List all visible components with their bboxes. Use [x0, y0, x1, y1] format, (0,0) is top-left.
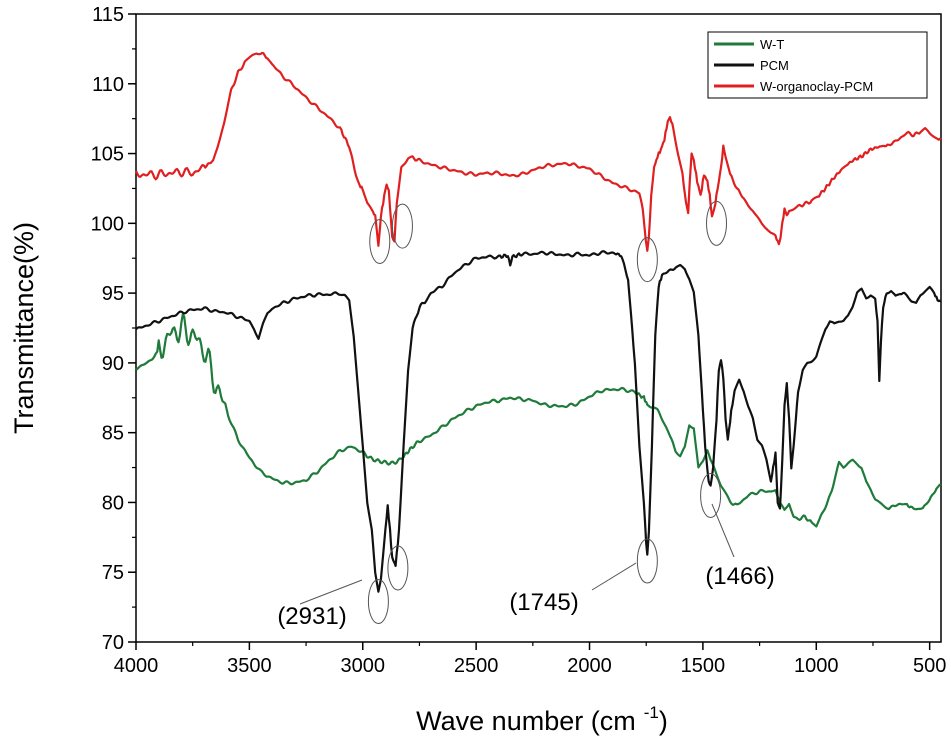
- x-axis: 4000 3500 3000 2500 2000 1500 1000 500: [114, 642, 946, 677]
- annotation-leader: [711, 503, 735, 558]
- series-layer: [135, 51, 942, 593]
- peak-circle: [391, 203, 413, 249]
- y-tick-label-75: 75: [102, 562, 124, 584]
- series-line-w-organoclay-pcm: [135, 51, 942, 252]
- peak-circle: [636, 237, 658, 283]
- annotation-leader: [591, 562, 637, 591]
- y-tick-label-70: 70: [102, 632, 124, 654]
- x-tick-label-2000: 2000: [567, 655, 612, 677]
- x-tick-label-2500: 2500: [454, 655, 499, 677]
- peak-circle: [367, 579, 389, 625]
- y-tick-label-85: 85: [102, 423, 124, 445]
- annotation-label: (1466): [705, 563, 774, 590]
- x-tick-label-1000: 1000: [794, 655, 839, 677]
- peak-circle: [369, 218, 391, 264]
- annotation-label: (1745): [509, 589, 578, 616]
- peak-circle: [706, 200, 728, 246]
- y-tick-label-115: 115: [92, 4, 124, 26]
- y-tick-label-90: 90: [102, 353, 124, 375]
- x-tick-label-4000: 4000: [114, 655, 159, 677]
- y-tick-label-80: 80: [102, 492, 124, 514]
- annotation-leader: [299, 579, 363, 605]
- x-axis-title-main: Wave number (cm: [416, 706, 636, 736]
- legend-label-organoclay: W-organoclay-PCM: [760, 79, 873, 94]
- peak-circle: [387, 545, 409, 591]
- x-tick-label-500: 500: [913, 655, 946, 677]
- x-tick-label-3000: 3000: [341, 655, 386, 677]
- y-tick-label-95: 95: [102, 283, 124, 305]
- y-tick-label-100: 100: [91, 213, 124, 235]
- series-line-pcm: [135, 250, 942, 593]
- legend-label-pcm: PCM: [760, 58, 789, 73]
- peak-circle: [700, 472, 722, 518]
- x-axis-title-tail: ): [659, 706, 668, 736]
- y-axis-title: Transmittance(%): [9, 222, 39, 434]
- peak-circle: [636, 538, 658, 584]
- series-line-w-t: [135, 313, 942, 528]
- annotation-layer: (2931) (1745) (1466): [277, 200, 775, 630]
- annotation-label: (2931): [277, 603, 346, 630]
- y-tick-label-110: 110: [92, 74, 124, 96]
- legend: W-T PCM W-organoclay-PCM: [707, 31, 928, 99]
- plot-frame: [135, 13, 942, 643]
- legend-label-wt: W-T: [760, 37, 784, 52]
- x-axis-title: Wave number (cm -1): [416, 703, 668, 736]
- y-axis: 70 75 80 85 90 95 100 105 110 115: [91, 4, 136, 654]
- x-axis-title-sup: -1: [644, 703, 659, 722]
- x-tick-label-1500: 1500: [681, 655, 726, 677]
- x-tick-label-3500: 3500: [227, 655, 272, 677]
- y-tick-label-105: 105: [91, 144, 124, 166]
- plot-border: [135, 13, 942, 643]
